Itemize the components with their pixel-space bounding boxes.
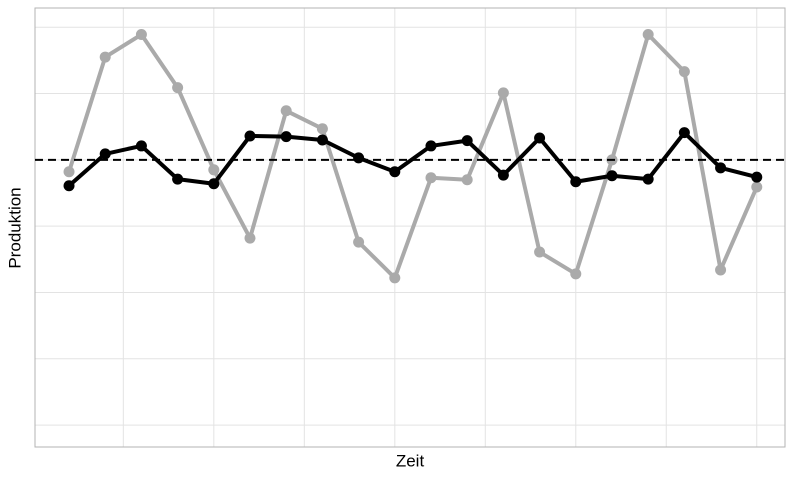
data-point <box>353 236 365 248</box>
data-point <box>751 181 763 193</box>
data-point <box>280 131 292 143</box>
data-point <box>425 140 437 152</box>
data-point <box>280 105 292 117</box>
data-point <box>316 134 328 146</box>
data-point <box>678 66 690 78</box>
data-point <box>642 29 654 41</box>
x-axis-title: Zeit <box>396 451 425 470</box>
data-point <box>99 51 111 63</box>
data-point <box>208 178 220 190</box>
data-point <box>461 174 473 186</box>
series-line <box>67 32 759 280</box>
panel-border <box>34 7 786 448</box>
data-point <box>172 173 184 185</box>
data-point <box>135 29 147 41</box>
data-point <box>244 130 256 142</box>
data-point <box>570 176 582 188</box>
y-axis-title: Produktion <box>5 187 24 268</box>
data-point <box>534 246 546 258</box>
data-point <box>389 272 401 284</box>
data-point <box>642 173 654 185</box>
series-line <box>67 130 758 188</box>
data-point <box>172 82 184 94</box>
data-point <box>461 135 473 147</box>
data-point <box>497 87 509 99</box>
data-point <box>99 148 111 160</box>
data-point <box>63 166 75 178</box>
data-point <box>570 268 582 280</box>
data-point <box>244 232 256 244</box>
data-point <box>715 264 727 276</box>
data-point <box>751 171 763 183</box>
data-point <box>606 170 618 182</box>
data-point <box>497 169 509 181</box>
data-point <box>715 162 727 174</box>
data-point <box>316 123 328 135</box>
data-point <box>353 152 365 164</box>
data-point <box>425 172 437 184</box>
data-point <box>208 164 220 176</box>
data-point <box>678 127 690 139</box>
data-point <box>534 132 546 144</box>
data-point <box>135 140 147 152</box>
data-point <box>63 180 75 192</box>
data-point <box>389 166 401 178</box>
